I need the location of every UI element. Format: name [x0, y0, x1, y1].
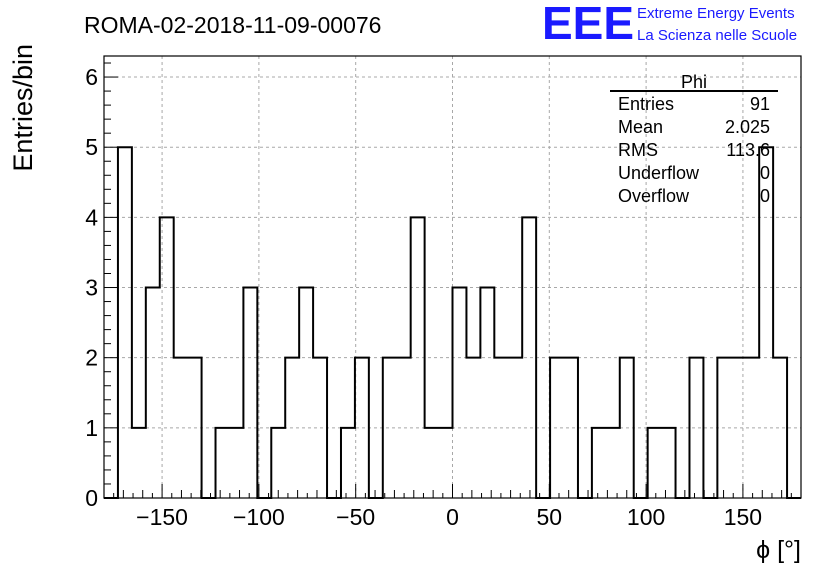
- stats-row-value: 113.6: [726, 140, 770, 160]
- y-tick-label: 2: [85, 345, 98, 371]
- stats-row-label: Mean: [618, 117, 663, 137]
- stats-box-rows: Entries 91 Mean 2.025 RMS 113.6 Underflow 0 Over…: [618, 94, 770, 206]
- y-axis-ticks: 0 1 2 3 4 5 6: [85, 62, 118, 511]
- x-tick-label: −150: [136, 504, 188, 530]
- logo-line-2: La Scienza nelle Scuole: [637, 27, 797, 44]
- stats-row-value: 91: [750, 94, 770, 114]
- stats-row-label: RMS: [618, 140, 658, 160]
- stats-box: Phi Entries 91 Mean 2.025 RMS 113.6 Underflow 0…: [610, 72, 778, 206]
- x-tick-label: 50: [537, 504, 563, 530]
- y-tick-label: 5: [85, 134, 98, 160]
- x-tick-label: 150: [724, 504, 762, 530]
- y-tick-label: 0: [85, 485, 98, 511]
- stats-row-value: 0: [760, 186, 770, 206]
- stats-row-label: Underflow: [618, 163, 700, 183]
- stats-box-title: Phi: [681, 72, 707, 92]
- x-axis-label: ϕ [°]: [756, 536, 801, 564]
- y-tick-label: 6: [85, 64, 98, 90]
- x-tick-label: −100: [233, 504, 285, 530]
- run-title: ROMA-02-2018-11-09-00076: [84, 12, 381, 38]
- stats-row-label: Entries: [618, 94, 674, 114]
- y-tick-label: 4: [85, 204, 98, 230]
- x-tick-label: 0: [446, 504, 459, 530]
- stats-row-value: 0: [760, 163, 770, 183]
- logo-line-1: Extreme Energy Events: [637, 5, 795, 22]
- y-tick-label: 3: [85, 275, 98, 301]
- stats-row-label: Overflow: [618, 186, 690, 206]
- x-axis-ticks: −150 −100 −50 0 50 100 150: [113, 484, 792, 530]
- x-tick-label: 100: [627, 504, 665, 530]
- y-tick-label: 1: [85, 415, 98, 441]
- stats-row-value: 2.025: [725, 117, 770, 137]
- y-axis-label: Entries/bin: [8, 44, 38, 172]
- x-tick-label: −50: [336, 504, 375, 530]
- eee-logo: EEE: [542, 0, 634, 49]
